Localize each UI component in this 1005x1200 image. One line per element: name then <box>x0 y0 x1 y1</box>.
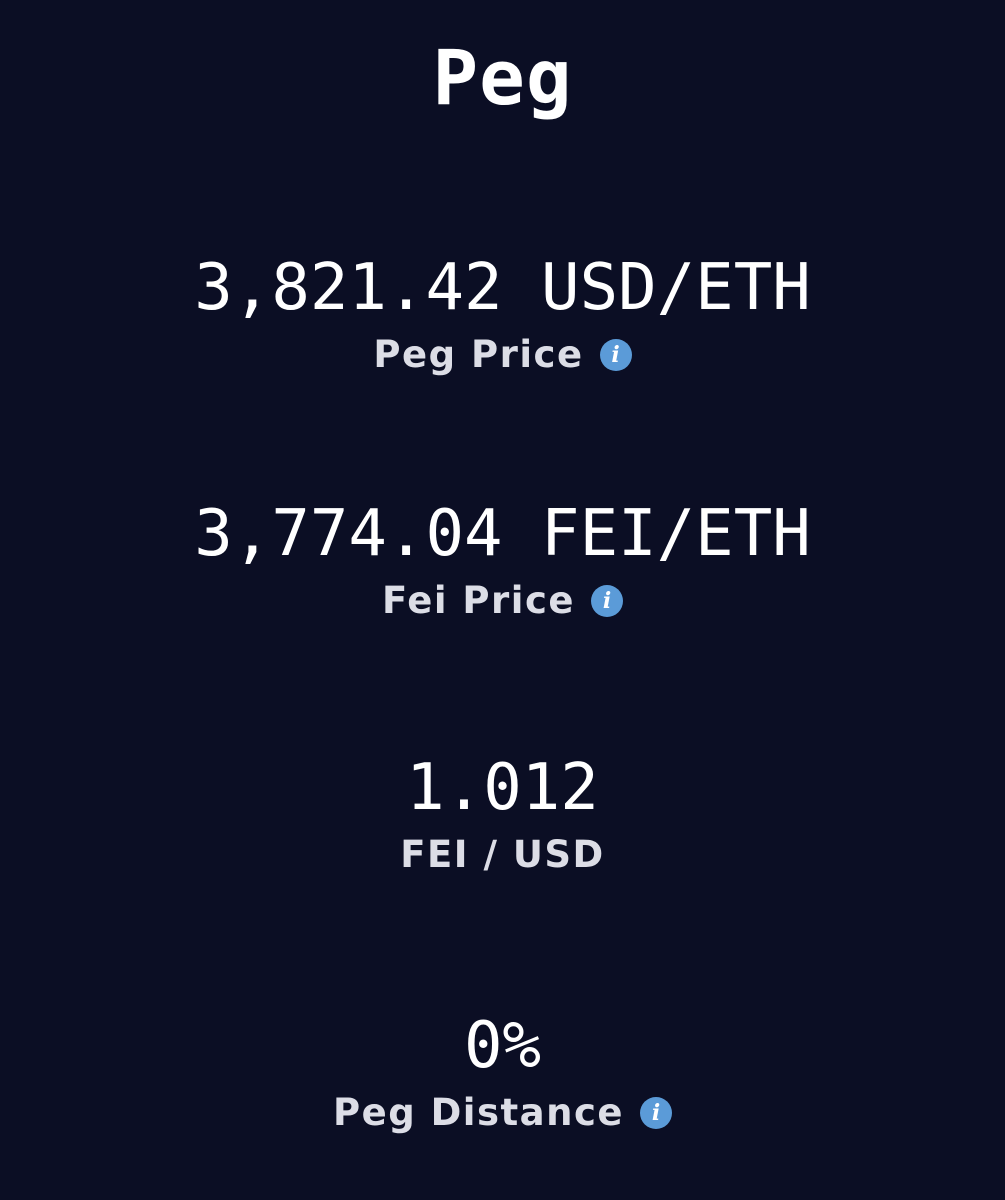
fei-usd-label-row: FEI / USD <box>400 828 605 882</box>
peg-distance-label: Peg Distance <box>332 1091 625 1134</box>
fei-usd-stat: 1.012 FEI / USD <box>0 748 1005 882</box>
peg-price-label: Peg Price <box>373 333 584 376</box>
info-icon[interactable]: i <box>591 585 623 617</box>
page-title: Peg <box>432 33 573 122</box>
fei-price-label: Fei Price <box>381 579 575 622</box>
peg-distance-stat: 0% Peg Distance i <box>0 1006 1005 1140</box>
fei-price-stat: 3,774.04 FEI/ETH Fei Price i <box>0 494 1005 628</box>
info-icon[interactable]: i <box>599 339 632 371</box>
peg-price-value: 3,821.42 USD/ETH <box>194 251 811 325</box>
fei-usd-label: FEI / USD <box>400 833 605 876</box>
peg-price-stat: 3,821.42 USD/ETH Peg Price i <box>0 248 1005 382</box>
fei-price-label-row: Fei Price i <box>382 574 623 628</box>
info-icon[interactable]: i <box>640 1097 673 1129</box>
fei-usd-value: 1.012 <box>406 751 599 825</box>
fei-price-value: 3,774.04 FEI/ETH <box>194 497 811 571</box>
peg-distance-value: 0% <box>463 1009 542 1083</box>
peg-price-label-row: Peg Price i <box>373 328 632 382</box>
peg-distance-label-row: Peg Distance i <box>332 1086 673 1140</box>
